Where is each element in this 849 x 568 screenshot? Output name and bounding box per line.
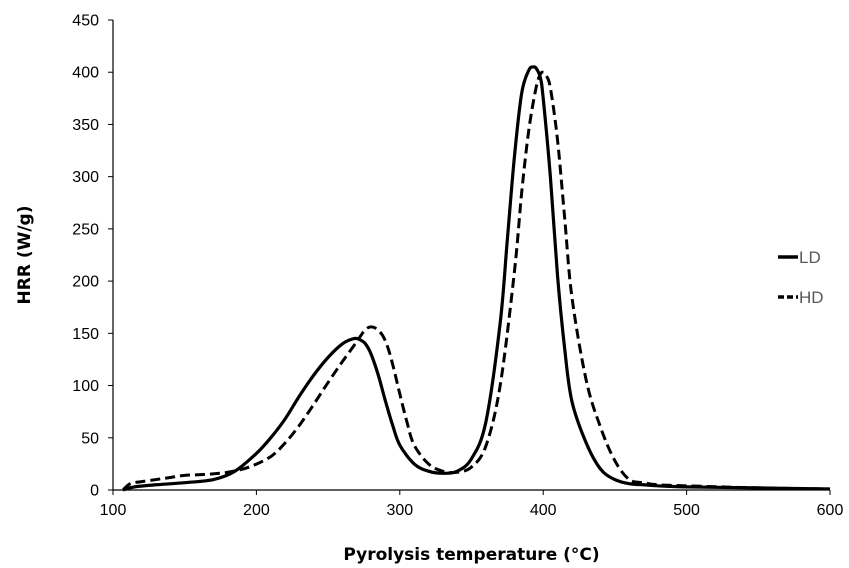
y-tick-label: 300 bbox=[72, 169, 99, 186]
x-axis-title: Pyrolysis temperature (°C) bbox=[343, 545, 599, 565]
y-tick-label: 150 bbox=[72, 326, 99, 343]
x-tick-label: 600 bbox=[817, 502, 844, 519]
series-lines bbox=[121, 65, 831, 492]
y-axis-title: HRR (W/g) bbox=[15, 206, 35, 305]
y-tick-label: 350 bbox=[72, 117, 99, 134]
y-axis: 0 50 100 150 200 250 300 350 400 450 bbox=[72, 13, 114, 500]
legend-label-hd: HD bbox=[799, 288, 824, 307]
legend: LD HD bbox=[778, 248, 824, 307]
y-tick-label: 200 bbox=[72, 274, 99, 291]
y-tick-label: 50 bbox=[81, 430, 99, 447]
y-tick-label: 450 bbox=[72, 13, 99, 30]
y-tick-label: 100 bbox=[72, 378, 99, 395]
y-tick-label: 400 bbox=[72, 65, 99, 82]
legend-label-ld: LD bbox=[799, 248, 821, 267]
y-tick-label: 0 bbox=[90, 483, 99, 500]
x-tick-label: 400 bbox=[530, 502, 557, 519]
series-line-ld bbox=[122, 65, 831, 492]
x-tick-label: 100 bbox=[100, 502, 127, 519]
x-tick-label: 500 bbox=[673, 502, 700, 519]
series-line-hd bbox=[121, 70, 831, 492]
x-axis: 100 200 300 400 500 600 bbox=[100, 489, 844, 519]
x-tick-label: 200 bbox=[243, 502, 270, 519]
x-tick-label: 300 bbox=[386, 502, 413, 519]
y-tick-label: 250 bbox=[72, 221, 99, 238]
